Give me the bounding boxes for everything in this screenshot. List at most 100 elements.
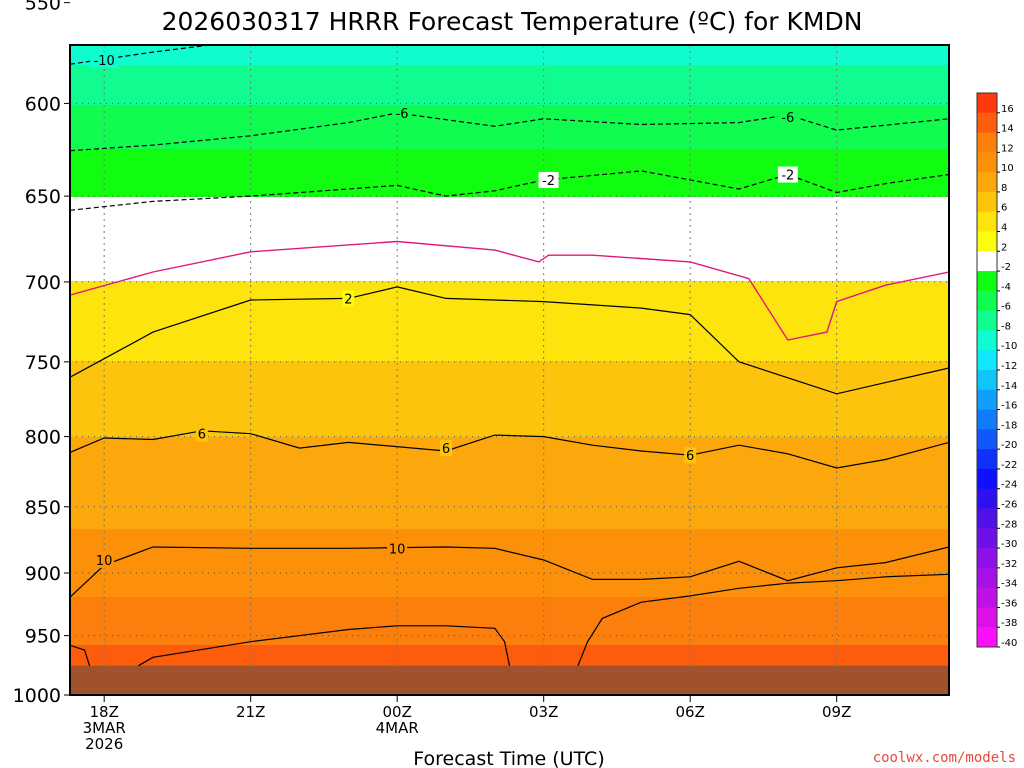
y-tick-label: 850	[25, 497, 61, 519]
y-tick-label: 600	[25, 93, 61, 115]
y-tick-label: 650	[25, 186, 61, 208]
temperature-band	[70, 497, 949, 502]
temperature-band	[70, 581, 949, 586]
y-tick-label: 950	[25, 626, 61, 648]
temperature-band	[70, 605, 949, 610]
temperature-band	[70, 553, 949, 558]
temperature-band	[70, 385, 949, 390]
colorbar-label: 6	[1001, 203, 1007, 214]
temperature-band	[70, 381, 949, 386]
y-tick-label: 900	[25, 563, 61, 585]
contour-line	[577, 573, 949, 666]
x-axis-label: Forecast Time (UTC)	[413, 748, 604, 768]
temperature-band	[70, 157, 949, 162]
temperature-band	[70, 437, 949, 442]
temperature-band	[70, 301, 949, 306]
temperature-band	[70, 177, 949, 182]
temperature-band	[70, 501, 949, 506]
temperature-band	[70, 161, 949, 166]
contour-label: 2	[342, 290, 355, 307]
colorbar-swatch	[977, 132, 997, 153]
temperature-band	[70, 613, 949, 618]
temperature-band	[70, 449, 949, 454]
colorbar-label: -40	[1001, 638, 1017, 649]
temperature-band	[70, 225, 949, 230]
temperature-band	[70, 313, 949, 318]
colorbar-label: -20	[1001, 440, 1017, 451]
temperature-band	[70, 293, 949, 298]
contour-label-bg	[440, 440, 453, 457]
colorbar-label: 2	[1001, 242, 1007, 253]
temperature-band	[70, 97, 949, 102]
temperature-band	[70, 113, 949, 118]
site-credit[interactable]: coolwx.com/models	[873, 750, 1016, 766]
colorbar: 16 14 12 10 8 6 4 2 -2 -4 -6 -8 -10 -12 -14 -16 -18 -20 -2…	[976, 92, 1017, 649]
temperature-band	[70, 69, 949, 74]
temperature-band	[70, 345, 949, 350]
temperature-band	[70, 273, 949, 278]
temperature-band	[70, 269, 949, 274]
temperature-band	[70, 389, 949, 394]
temperature-band	[70, 193, 949, 198]
temperature-band	[70, 609, 949, 614]
temperature-band	[70, 561, 949, 566]
colorbar-swatch	[977, 508, 997, 529]
temperature-band	[70, 261, 949, 266]
colorbar-label: -18	[1001, 420, 1017, 431]
colorbar-label: -10	[1001, 341, 1017, 352]
contour-label-text: -2	[542, 174, 555, 189]
colorbar-swatch	[977, 172, 997, 193]
colorbar-label: -22	[1001, 460, 1017, 471]
y-tick-label: 750	[25, 352, 61, 374]
contour-label: 6	[195, 425, 208, 443]
temperature-band	[70, 425, 949, 430]
contour-label-text: 6	[198, 428, 206, 443]
colorbar-swatch	[977, 488, 997, 509]
contour-label-bg	[94, 552, 115, 569]
colorbar-label: -12	[1001, 361, 1017, 372]
temperature-band	[70, 81, 949, 86]
contour-line	[138, 625, 511, 667]
colorbar-swatch	[977, 429, 997, 450]
colorbar-label: 16	[1001, 104, 1014, 115]
contour-label-text: 2	[344, 292, 352, 307]
temperature-band	[70, 473, 949, 478]
temperature-band	[70, 137, 949, 142]
contour-lines	[70, 45, 949, 667]
temperature-band	[70, 305, 949, 310]
colorbar-label: -32	[1001, 559, 1017, 570]
temperature-band	[70, 309, 949, 314]
colorbar-swatch	[977, 271, 997, 292]
colorbar-swatch	[977, 350, 997, 371]
temperature-band	[70, 329, 949, 334]
temperature-band	[70, 621, 949, 626]
temperature-band	[70, 361, 949, 366]
temperature-band	[70, 593, 949, 598]
temperature-band	[70, 201, 949, 206]
temperature-band	[70, 505, 949, 510]
colorbar-swatch	[977, 112, 997, 133]
ground	[70, 665, 949, 695]
contour-label: 10	[94, 552, 115, 569]
temperature-band	[70, 117, 949, 122]
temperature-band	[70, 585, 949, 590]
temperature-band	[70, 109, 949, 114]
colorbar-swatch	[977, 389, 997, 410]
contour-label-bg	[538, 171, 559, 188]
temperature-band	[70, 601, 949, 606]
colorbar-label: -26	[1001, 500, 1017, 511]
colorbar-swatch	[977, 548, 997, 569]
x-tick-label: 06Z	[675, 703, 704, 721]
temperature-band	[70, 49, 949, 54]
colorbar-swatch	[977, 587, 997, 608]
temperature-band	[70, 105, 949, 110]
temperature-band	[70, 413, 949, 418]
colorbar-label: -30	[1001, 539, 1017, 550]
x-tick-label: 2026	[85, 735, 123, 753]
colorbar-swatch	[977, 330, 997, 351]
temperature-band	[70, 289, 949, 294]
contour-line	[70, 240, 949, 341]
temperature-band	[70, 509, 949, 514]
contour-label-bg	[90, 52, 119, 69]
